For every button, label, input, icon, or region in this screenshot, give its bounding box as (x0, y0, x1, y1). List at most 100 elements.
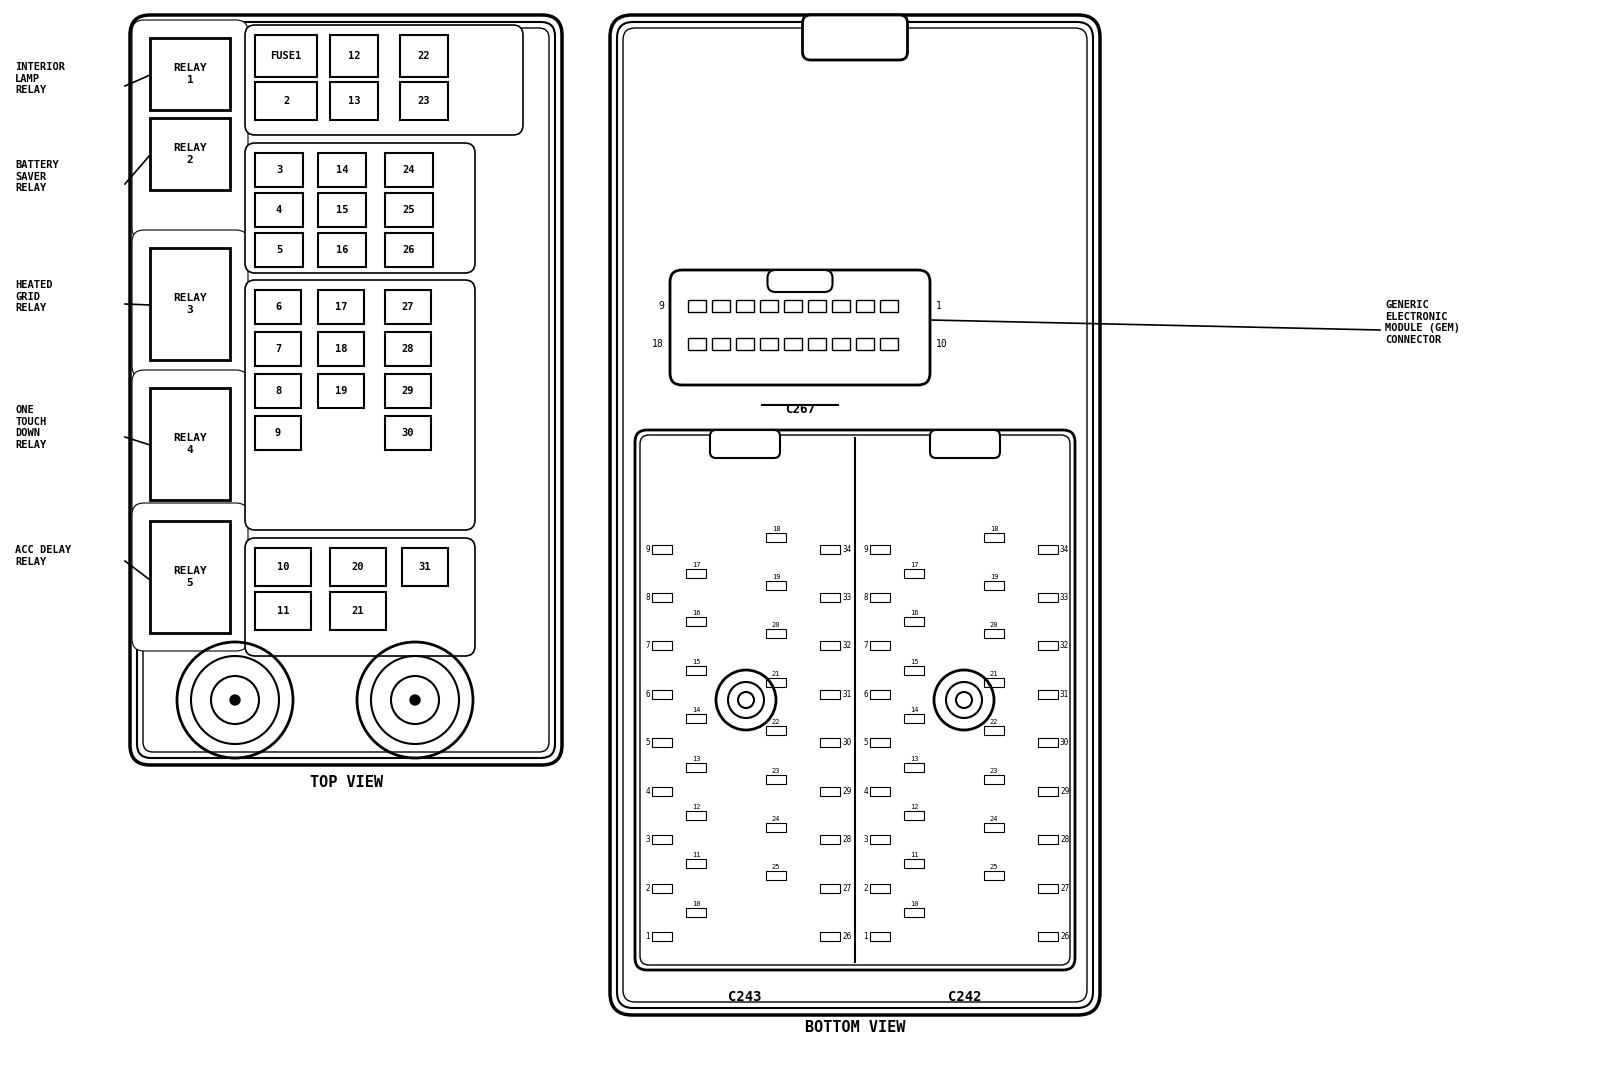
Bar (652, 932, 672, 941)
Text: 24: 24 (772, 816, 780, 822)
Text: ONE
TOUCH
DOWN
RELAY: ONE TOUCH DOWN RELAY (14, 406, 46, 449)
Text: C243: C243 (728, 990, 761, 1004)
FancyBboxPatch shape (803, 15, 908, 60)
Text: 13: 13 (910, 755, 918, 762)
Text: 26: 26 (843, 932, 851, 941)
Text: 3: 3 (646, 836, 651, 844)
Bar (150, 388, 230, 500)
Bar (820, 690, 839, 699)
Bar (870, 545, 891, 553)
Bar (1038, 738, 1059, 747)
Text: C242: C242 (948, 990, 982, 1004)
Text: 16: 16 (692, 610, 700, 616)
Text: 25: 25 (403, 205, 416, 215)
Bar (1038, 690, 1059, 699)
Bar (807, 338, 827, 350)
FancyBboxPatch shape (133, 370, 248, 518)
Bar (870, 642, 891, 651)
Bar (1038, 884, 1059, 892)
Text: 34: 34 (843, 545, 851, 553)
FancyBboxPatch shape (245, 143, 475, 273)
Text: 31: 31 (1060, 690, 1070, 699)
Bar (879, 338, 899, 350)
Text: 24: 24 (403, 165, 416, 175)
Bar (652, 738, 672, 747)
Text: 13: 13 (347, 96, 360, 106)
Bar (831, 338, 851, 350)
Text: 13: 13 (692, 755, 700, 762)
Bar (686, 859, 707, 869)
Text: 6: 6 (863, 690, 868, 699)
Text: RELAY
2: RELAY 2 (173, 143, 206, 165)
Bar (686, 811, 707, 820)
Text: 18: 18 (652, 339, 664, 349)
Text: 8: 8 (275, 386, 281, 396)
Text: 19: 19 (334, 386, 347, 396)
Text: 12: 12 (347, 51, 360, 61)
Bar (903, 666, 924, 675)
Text: 20: 20 (990, 623, 998, 628)
Text: 16: 16 (336, 245, 349, 255)
Text: 33: 33 (843, 593, 851, 602)
Bar (686, 763, 707, 771)
Text: 30: 30 (1060, 738, 1070, 747)
Bar (254, 193, 302, 227)
Text: 31: 31 (843, 690, 851, 699)
Bar (318, 233, 366, 268)
Bar (820, 884, 839, 892)
Text: 7: 7 (863, 642, 868, 651)
FancyBboxPatch shape (635, 430, 1075, 970)
Text: 12: 12 (910, 804, 918, 810)
FancyBboxPatch shape (768, 270, 833, 292)
Bar (983, 581, 1004, 590)
Bar (820, 545, 839, 553)
Bar (688, 300, 707, 312)
Bar (879, 300, 899, 312)
Text: 22: 22 (417, 51, 430, 61)
Text: 17: 17 (692, 562, 700, 568)
Bar (983, 533, 1004, 541)
Circle shape (409, 696, 421, 705)
Bar (652, 545, 672, 553)
Text: 18: 18 (990, 525, 998, 532)
Text: 2: 2 (863, 884, 868, 892)
FancyBboxPatch shape (142, 513, 238, 641)
Bar (831, 300, 851, 312)
Text: 23: 23 (417, 96, 430, 106)
FancyBboxPatch shape (249, 285, 470, 525)
Bar (903, 811, 924, 820)
Text: 4: 4 (646, 786, 651, 796)
Text: 10: 10 (935, 339, 948, 349)
Bar (766, 629, 787, 639)
FancyBboxPatch shape (931, 430, 999, 458)
Text: 17: 17 (910, 562, 918, 568)
Bar (766, 871, 787, 881)
Text: 5: 5 (863, 738, 868, 747)
Text: 19: 19 (990, 574, 998, 580)
Bar (983, 823, 1004, 832)
Text: 3: 3 (863, 836, 868, 844)
Bar (870, 593, 891, 602)
FancyBboxPatch shape (133, 230, 248, 378)
Text: 1: 1 (863, 932, 868, 941)
Text: RELAY
5: RELAY 5 (173, 566, 206, 587)
Bar (329, 82, 377, 120)
Bar (870, 932, 891, 941)
Bar (150, 39, 230, 110)
Bar (736, 338, 755, 350)
Bar (1038, 545, 1059, 553)
Text: 11: 11 (277, 606, 289, 616)
Text: 28: 28 (401, 343, 414, 354)
Bar (318, 153, 366, 187)
FancyBboxPatch shape (138, 22, 555, 758)
FancyBboxPatch shape (138, 374, 243, 513)
Bar (983, 727, 1004, 735)
Bar (903, 763, 924, 771)
Bar (400, 82, 448, 120)
Bar (150, 118, 230, 190)
Text: HEATED
GRID
RELAY: HEATED GRID RELAY (14, 280, 53, 314)
Text: 12: 12 (692, 804, 700, 810)
Text: 9: 9 (275, 428, 281, 438)
Bar (712, 338, 731, 350)
Bar (652, 884, 672, 892)
